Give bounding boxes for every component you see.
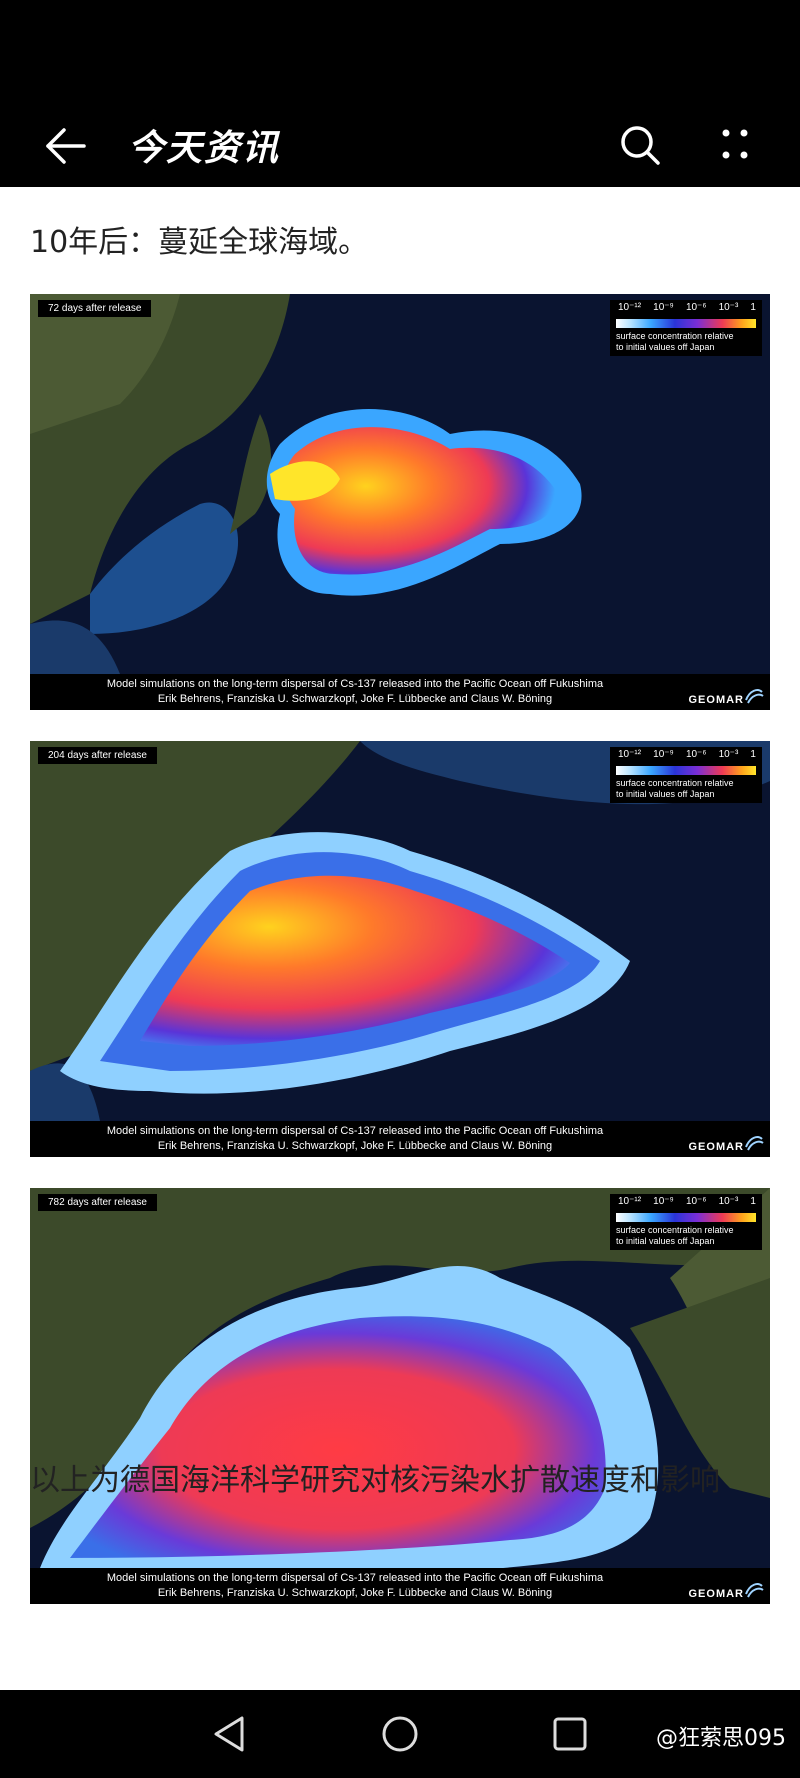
nav-home-button[interactable] xyxy=(376,1710,424,1758)
legend-tick: 10⁻³ xyxy=(718,1196,739,1207)
legend-label: surface concentration relative xyxy=(616,1225,734,1235)
concentration-legend: 10⁻¹² 10⁻⁹ 10⁻⁶ 10⁻³ 1 surface concentra… xyxy=(610,1194,762,1250)
back-button[interactable] xyxy=(40,121,96,171)
legend-colorbar xyxy=(616,766,756,775)
legend-tick: 10⁻⁶ xyxy=(685,302,707,313)
legend-tick: 10⁻⁹ xyxy=(653,302,674,313)
ocean-map-image xyxy=(30,1188,770,1604)
status-bar xyxy=(0,0,800,105)
legend-label: to initial values off Japan xyxy=(616,789,715,799)
simulation-image-72-days[interactable]: 72 days after release 10⁻¹² 10⁻⁹ 10⁻⁶ 10… xyxy=(30,294,770,710)
image-caption: Model simulations on the long-term dispe… xyxy=(30,1121,770,1157)
legend-tick: 1 xyxy=(750,302,756,313)
arrow-left-icon xyxy=(46,128,86,164)
caption-line-2: Erik Behrens, Franziska U. Schwarzkopf, … xyxy=(157,1140,553,1152)
app-title: 今天资讯 xyxy=(128,128,281,169)
geomar-logo-text: GEOMAR xyxy=(688,694,744,706)
caption-line-2: Erik Behrens, Franziska U. Schwarzkopf, … xyxy=(157,1587,553,1599)
legend-tick: 10⁻¹² xyxy=(618,302,642,313)
legend-label: surface concentration relative xyxy=(616,331,734,341)
system-nav-bar: @狂萦思095 xyxy=(0,1690,800,1778)
legend-label: to initial values off Japan xyxy=(616,342,715,352)
geomar-logo-icon xyxy=(745,1583,764,1598)
concentration-legend: 10⁻¹² 10⁻⁹ 10⁻⁶ 10⁻³ 1 surface concentra… xyxy=(610,747,762,803)
caption-line-1: Model simulations on the long-term dispe… xyxy=(106,1125,604,1137)
nav-recent-square-icon xyxy=(553,1717,587,1751)
days-label: 72 days after release xyxy=(38,300,152,317)
search-button[interactable] xyxy=(612,117,668,173)
caption-line-2: Erik Behrens, Franziska U. Schwarzkopf, … xyxy=(157,693,553,705)
legend-tick: 10⁻³ xyxy=(718,749,739,760)
legend-tick: 10⁻¹² xyxy=(618,749,642,760)
article-body-text: 以上为德国海洋科学研究对核污染水扩散速度和影响 xyxy=(30,1463,720,1498)
watermark: @狂萦思095 xyxy=(656,1726,786,1751)
geomar-logo-icon xyxy=(745,1136,764,1151)
image-caption: Model simulations on the long-term dispe… xyxy=(30,1568,770,1604)
image-caption: Model simulations on the long-term dispe… xyxy=(30,674,770,710)
legend-tick: 1 xyxy=(750,749,756,760)
geomar-logo-text: GEOMAR xyxy=(688,1588,744,1600)
article-heading: 10年后：蔓延全球海域。 xyxy=(30,225,369,260)
legend-tick: 1 xyxy=(750,1196,756,1207)
legend-tick: 10⁻⁶ xyxy=(685,1196,707,1207)
legend-tick: 10⁻¹² xyxy=(618,1196,642,1207)
nav-back-triangle-icon xyxy=(214,1716,244,1752)
search-icon xyxy=(621,126,660,165)
days-label: 204 days after release xyxy=(38,747,157,764)
app-bar: 今天资讯 xyxy=(0,105,800,187)
ocean-map-image xyxy=(30,741,770,1157)
nav-recent-button[interactable] xyxy=(546,1710,594,1758)
geomar-logo-icon xyxy=(745,689,764,704)
geomar-logo-text: GEOMAR xyxy=(688,1141,744,1153)
simulation-image-204-days[interactable]: 204 days after release 10⁻¹² 10⁻⁹ 10⁻⁶ 1… xyxy=(30,741,770,1157)
legend-colorbar xyxy=(616,319,756,328)
simulation-image-782-days[interactable]: 782 days after release 10⁻¹² 10⁻⁹ 10⁻⁶ 1… xyxy=(30,1188,770,1604)
caption-line-1: Model simulations on the long-term dispe… xyxy=(106,678,604,690)
more-dots-icon xyxy=(722,129,748,159)
concentration-legend: 10⁻¹² 10⁻⁹ 10⁻⁶ 10⁻³ 1 surface concentra… xyxy=(610,300,762,356)
legend-tick: 10⁻⁹ xyxy=(653,1196,674,1207)
days-label: 782 days after release xyxy=(38,1194,157,1211)
legend-label: to initial values off Japan xyxy=(616,1236,715,1246)
legend-tick: 10⁻⁹ xyxy=(653,749,674,760)
more-button[interactable] xyxy=(706,117,762,173)
legend-tick: 10⁻³ xyxy=(718,302,739,313)
caption-line-1: Model simulations on the long-term dispe… xyxy=(106,1572,604,1584)
legend-colorbar xyxy=(616,1213,756,1222)
nav-home-circle-icon xyxy=(382,1716,418,1752)
nav-back-button[interactable] xyxy=(206,1710,254,1758)
ocean-map-image xyxy=(30,294,770,710)
legend-label: surface concentration relative xyxy=(616,778,734,788)
legend-tick: 10⁻⁶ xyxy=(685,749,707,760)
article-content: 10年后：蔓延全球海域。 72 days after release xyxy=(0,187,800,1690)
